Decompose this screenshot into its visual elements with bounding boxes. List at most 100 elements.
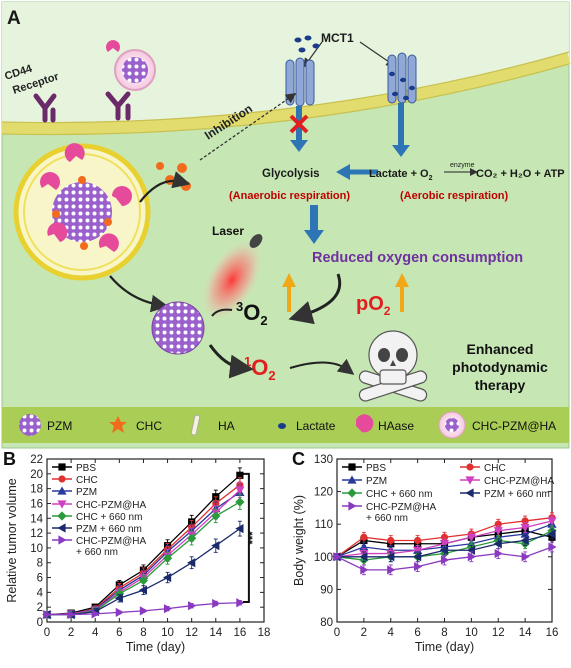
inhibition-x-icon xyxy=(289,114,309,134)
legend-item-pzm-660-nm: PZM + 660 nm xyxy=(460,488,550,500)
legend-item-chc-pzm-ha: CHC-PZM@HA xyxy=(52,500,146,511)
reduced-oxygen-label: Reduced oxygen consumption xyxy=(312,250,523,266)
legend-ha: HA xyxy=(190,414,235,436)
x-tick-label: 16 xyxy=(233,627,246,639)
x-tick-label: 8 xyxy=(140,627,146,639)
legend-item-chc-pzm-ha: CHC-PZM@HA xyxy=(460,476,554,487)
data-point xyxy=(494,548,503,559)
enhanced-pdt-line1: Enhanced xyxy=(467,341,534,357)
legend-item-chc-660-nm: CHC + 660 nm xyxy=(52,511,142,523)
x-axis-label: Time (day) xyxy=(415,640,474,654)
y-tick-label: 80 xyxy=(320,617,333,629)
legend-marker xyxy=(348,463,356,471)
significance-label: *** xyxy=(247,531,259,545)
legend-label: CHC-PZM@HA xyxy=(366,502,436,513)
legend-label: PZM xyxy=(76,487,97,498)
therapy-arrow xyxy=(289,358,355,375)
x-tick-label: 0 xyxy=(334,627,340,639)
y-tick-label: 8 xyxy=(37,558,43,570)
data-point xyxy=(387,565,396,575)
pzm-icon xyxy=(19,414,41,436)
data-point xyxy=(439,540,450,549)
y-axis-label: Relative tumor volume xyxy=(5,478,19,602)
legend-label: PZM xyxy=(366,476,387,487)
y-tick-label: 120 xyxy=(314,487,333,499)
legend-marker xyxy=(347,475,357,484)
legend-item-pbs: PBS xyxy=(342,463,386,474)
legend-haase: HAase xyxy=(356,414,414,433)
x-tick-label: 14 xyxy=(209,627,222,639)
enzyme-label: enzyme xyxy=(450,162,475,169)
laser-icon xyxy=(249,234,263,248)
legend-item-chc: CHC xyxy=(52,475,98,486)
legend-label: PBS xyxy=(366,463,386,474)
lactate-icon xyxy=(278,423,286,429)
data-point xyxy=(91,609,100,619)
data-point xyxy=(493,539,502,549)
legend-label: CHC + 660 nm xyxy=(76,512,142,523)
po2-up-arrow-right xyxy=(395,273,409,287)
aerobic-label: (Aerobic respiration) xyxy=(400,190,509,202)
triplet-oxygen-label: 3O2 xyxy=(236,299,268,328)
ha-icon xyxy=(190,414,201,436)
legend-marker xyxy=(348,501,357,511)
inhibition-arrow xyxy=(199,93,297,161)
data-point xyxy=(162,553,173,563)
singlet-oxygen-arrow xyxy=(208,344,254,379)
data-point xyxy=(439,545,449,555)
legend-label: CHC xyxy=(76,475,98,486)
data-point xyxy=(387,536,395,545)
legend-label: CHC-PZM@HA xyxy=(76,536,146,547)
panel-label-c: C xyxy=(292,449,305,469)
legend-marker xyxy=(57,500,67,509)
anaerobic-label: (Anaerobic respiration) xyxy=(229,190,350,202)
y-tick-label: 16 xyxy=(30,498,43,510)
data-point xyxy=(235,497,245,507)
chc-icon xyxy=(109,416,127,433)
legend-lactate: Lactate xyxy=(278,419,336,433)
y-tick-label: 18 xyxy=(30,484,43,496)
lactate-influx-arrow xyxy=(398,103,404,147)
data-point xyxy=(548,542,557,552)
x-tick-label: 2 xyxy=(361,627,367,639)
y-tick-label: 2 xyxy=(37,602,43,614)
legend-marker xyxy=(57,486,67,495)
x-tick-label: 14 xyxy=(519,627,532,639)
chart-b-tumor-volume: B 0 2 4 6 8 10 12 14 16 18 20 22 0 2 4 6 8 10 12 14 16 18 Time … xyxy=(3,449,270,654)
legend-label: PZM + 660 nm xyxy=(76,524,142,535)
data-point xyxy=(386,552,395,562)
x-tick-label: 4 xyxy=(92,627,99,639)
x-tick-label: 18 xyxy=(258,627,271,639)
legend-item-chc-pzm-ha-660-nm: CHC-PZM@HA+ 660 nm xyxy=(52,535,146,558)
cell-membrane xyxy=(1,52,571,135)
legend-label-chc: CHC xyxy=(136,419,162,433)
data-point xyxy=(493,527,503,536)
x-tick-label: 12 xyxy=(185,627,198,639)
x-tick-label: 8 xyxy=(441,627,447,639)
x-tick-label: 0 xyxy=(44,627,50,639)
po2-cycle-arrow xyxy=(288,273,342,325)
data-point xyxy=(521,552,530,562)
x-tick-label: 12 xyxy=(492,627,505,639)
data-point xyxy=(360,565,369,575)
significance-bracket xyxy=(242,472,250,603)
plot-frame xyxy=(46,458,265,623)
haase-icon xyxy=(356,414,374,433)
data-point xyxy=(359,552,368,562)
glycolysis-label: Glycolysis xyxy=(262,168,320,180)
mct1-transporter-right-icon xyxy=(387,52,417,104)
legend-label-chc-pzm-ha: CHC-PZM@HA xyxy=(472,419,556,433)
chc-release-arrow xyxy=(139,171,191,203)
po2-label: pO2 xyxy=(356,293,391,318)
laser-beam xyxy=(201,240,263,320)
pzm-release-arrow xyxy=(109,275,169,313)
data-point xyxy=(115,607,124,617)
x-tick-label: 4 xyxy=(388,627,395,639)
data-point xyxy=(187,533,197,543)
panel-label-b: B xyxy=(3,449,16,469)
y-tick-label: 20 xyxy=(30,469,43,481)
legend-chc: CHC xyxy=(109,416,162,433)
y-axis-label: Body weight (%) xyxy=(292,495,306,586)
legend-item-chc-pzm-ha-660-nm: CHC-PZM@HA+ 660 nm xyxy=(342,501,436,524)
